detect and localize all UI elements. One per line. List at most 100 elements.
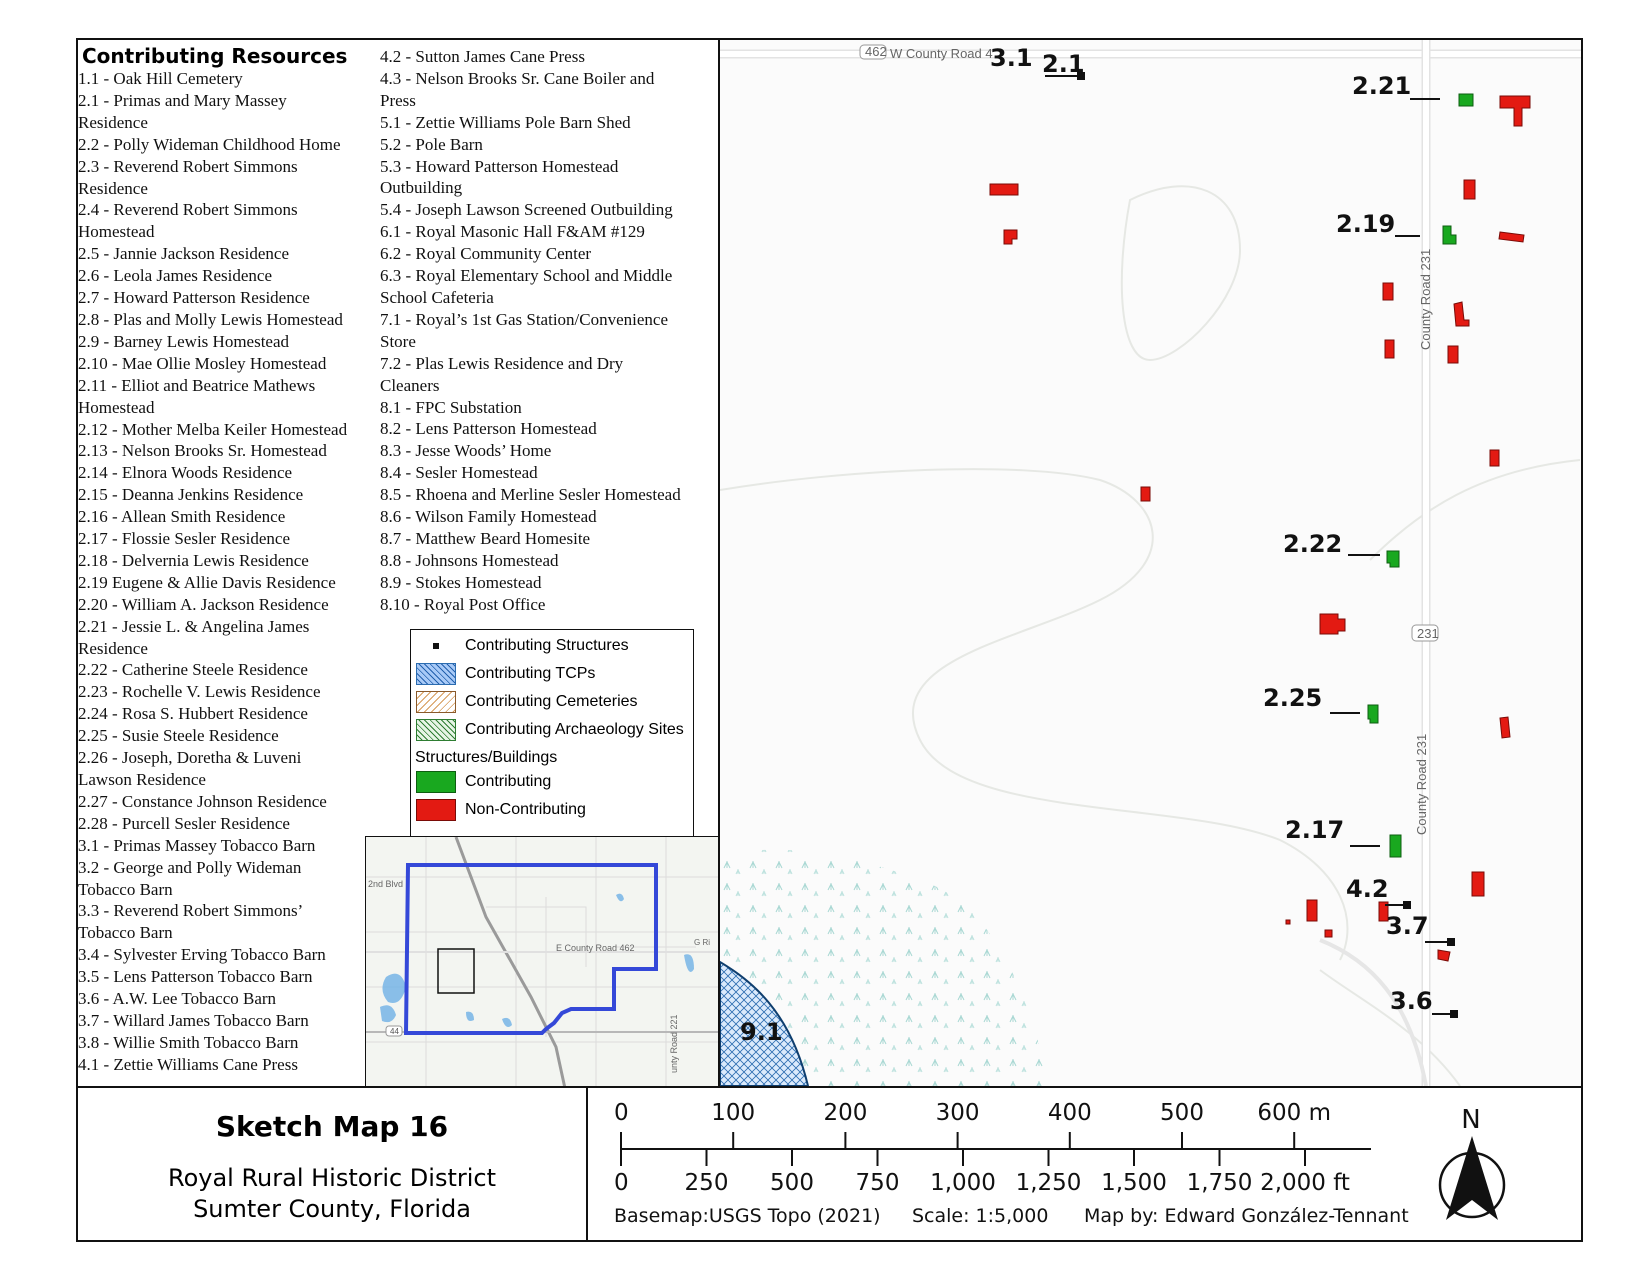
north-arrow: N	[1438, 1105, 1506, 1220]
resource-list-item: 2.9 - Barney Lewis Homestead	[78, 331, 290, 351]
scale-tick-label: 500	[1160, 1100, 1204, 1126]
building-noncontributing	[1453, 301, 1470, 327]
resource-list-item: 7.2 - Plas Lewis Residence and Dry	[380, 353, 624, 373]
resource-list-item: 6.1 - Royal Masonic Hall F&AM #129	[380, 222, 645, 242]
legend-item-point: Contributing Structures	[416, 634, 629, 658]
resource-list-item: 2.27 - Constance Johnson Residence	[78, 791, 327, 811]
legend-label: Contributing Structures	[465, 637, 629, 654]
inset-extent-box	[437, 948, 475, 994]
resource-list-item: 7.1 - Royal’s 1st Gas Station/Convenienc…	[380, 309, 669, 329]
resource-list-item: 2.7 - Howard Patterson Residence	[78, 288, 310, 308]
district-boundary	[403, 863, 658, 1035]
resource-list-item: 2.18 - Delvernia Lewis Residence	[78, 550, 309, 570]
map-label-3-6: 3.6	[1390, 987, 1433, 1015]
resource-list-item: 8.2 - Lens Patterson Homestead	[380, 419, 597, 439]
resource-list-item: 3.4 - Sylvester Erving Tobacco Barn	[78, 945, 326, 965]
resource-list-item: 5.4 - Joseph Lawson Screened Outbuilding	[380, 200, 673, 220]
resource-list-item: 2.21 - Jessie L. & Angelina James	[78, 616, 310, 636]
resource-list-item: 8.7 - Matthew Beard Homesite	[380, 528, 591, 548]
author-credit: Map by: Edward González-Tennant	[1084, 1205, 1409, 1227]
resource-list-item: Homestead	[78, 397, 155, 417]
building-noncontributing	[1471, 871, 1485, 897]
resource-list-item: Outbuilding	[380, 178, 463, 198]
building-noncontributing	[1499, 95, 1531, 127]
legend-swatch-point	[416, 635, 456, 657]
inset-label-cr221: unty Road 221	[669, 1014, 679, 1073]
resource-list-item: Store	[380, 331, 416, 351]
resource-list-item: 2.13 - Nelson Brooks Sr. Homestead	[78, 441, 327, 461]
legend-label: Structures/Buildings	[415, 749, 558, 766]
resource-list-item: 2.4 - Reverend Robert Simmons	[78, 200, 298, 220]
building-noncontributing	[1140, 486, 1151, 502]
legend-item-archaeology: Contributing Archaeology Sites	[416, 718, 684, 742]
resources-panel: Contributing Resources 1.1 - Oak Hill Ce…	[76, 38, 720, 1088]
resource-list-item: 2.25 - Susie Steele Residence	[78, 726, 279, 746]
map-label-2-22: 2.22	[1283, 530, 1342, 558]
main-map-panel: 462 W County Road 4 County Road 231 Coun…	[718, 38, 1583, 1088]
resource-list-item: 6.3 - Royal Elementary School and Middle	[380, 266, 673, 286]
resource-list-item: 2.17 - Flossie Sesler Residence	[78, 529, 290, 549]
scale-ratio-text: Scale: 1:5,000	[912, 1205, 1048, 1227]
main-map-svg: 462 W County Road 4 County Road 231 Coun…	[720, 40, 1581, 1086]
shield-462	[859, 44, 887, 60]
resource-list-item: 8.4 - Sesler Homestead	[380, 463, 538, 483]
building-noncontributing	[1382, 282, 1394, 301]
resource-list-item: 2.19 Eugene & Allie Davis Residence	[78, 572, 336, 592]
north-arrow-letter: N	[1461, 1105, 1480, 1135]
inset-label-cr462: E County Road 462	[556, 943, 635, 953]
scale-tick-label: 750	[856, 1170, 900, 1196]
building-noncontributing	[1306, 899, 1318, 922]
map-subtitle-line2: Sumter County, Florida	[193, 1195, 471, 1223]
building-contributing-2-25	[1367, 704, 1379, 724]
resource-list-item: Residence	[78, 638, 148, 658]
map-label-2-17: 2.17	[1285, 816, 1344, 844]
building-contributing-2-19	[1442, 225, 1457, 245]
scale-tick-label: 1,250	[1016, 1170, 1082, 1196]
resource-list-item: 2.15 - Deanna Jenkins Residence	[78, 485, 304, 505]
scale-tick-label: 100	[711, 1100, 755, 1126]
resource-list-item: 8.1 - FPC Substation	[380, 397, 522, 417]
resources-column-2: 4.2 - Sutton James Cane Press 4.3 - Nelso…	[380, 46, 720, 616]
resource-list-item: 4.2 - Sutton James Cane Press	[380, 47, 585, 66]
resource-list-item: 8.5 - Rhoena and Merline Sesler Homestea…	[380, 485, 681, 505]
resource-list-item: 2.20 - William A. Jackson Residence	[78, 594, 329, 614]
map-label-4-2: 4.2	[1346, 875, 1389, 903]
inset-label-edge: G Ri	[694, 938, 710, 947]
legend-label: Contributing Cemeteries	[465, 693, 638, 710]
resource-list-item: Tobacco Barn	[78, 923, 173, 943]
scale-tick-label: 1,000	[930, 1170, 996, 1196]
inset-label-2nd-blvd: 2nd Blvd	[368, 879, 403, 889]
scale-tick-label: 500	[770, 1170, 814, 1196]
building-noncontributing	[1384, 339, 1395, 359]
resource-list-item: 2.23 - Rochelle V. Lewis Residence	[78, 682, 321, 702]
locator-inset-map: 2nd Blvd E County Road 462 unty Road 221…	[365, 836, 720, 1086]
resources-title: Contributing Resources	[82, 44, 348, 68]
resource-list-item: 5.1 - Zettie Williams Pole Barn Shed	[380, 112, 631, 132]
scale-tick-label: 0	[614, 1100, 629, 1126]
scale-tick-label: 250	[685, 1170, 729, 1196]
building-noncontributing	[1003, 229, 1018, 245]
map-label-3-1: 3.1	[990, 44, 1033, 72]
resource-list-item: 2.26 - Joseph, Doretha & Luveni	[78, 748, 302, 768]
resource-list-item: 2.16 - Allean Smith Residence	[78, 507, 286, 527]
resource-list-item: Press	[380, 90, 416, 110]
resource-list-item: Cleaners	[380, 375, 440, 395]
resource-list-item: Residence	[78, 178, 148, 198]
title-block: Sketch Map 16 Royal Rural Historic Distr…	[76, 1086, 588, 1242]
scale-tick-label: 300	[936, 1100, 980, 1126]
resource-list-item: 3.8 - Willie Smith Tobacco Barn	[78, 1032, 299, 1052]
legend-label: Contributing	[465, 773, 552, 790]
resource-list-item: 2.22 - Catherine Steele Residence	[78, 660, 308, 680]
legend-item-cemetery: Contributing Cemeteries	[416, 690, 638, 714]
contributing-point-structures	[1045, 72, 1458, 1018]
map-label-2-19: 2.19	[1336, 210, 1395, 238]
scale-feet-ticks: 0 250 500 750 1,000 1,250 1,500 1,750 2,000 ft	[614, 1149, 1350, 1196]
legend-item-heading: Structures/Buildings	[415, 746, 557, 770]
resource-list-item: 1.1 - Oak Hill Cemetery	[78, 69, 243, 88]
legend-swatch-archaeology	[416, 719, 456, 741]
resource-list-item: 2.3 - Reverend Robert Simmons	[78, 156, 298, 176]
scale-tick-label: 200	[823, 1100, 867, 1126]
legend-swatch-tcp	[416, 663, 456, 685]
scale-block: 0 100 200 300 400 500 600 m 0 250 500 750 1,000 1,2…	[586, 1086, 1583, 1242]
map-label-3-7: 3.7	[1386, 912, 1429, 940]
